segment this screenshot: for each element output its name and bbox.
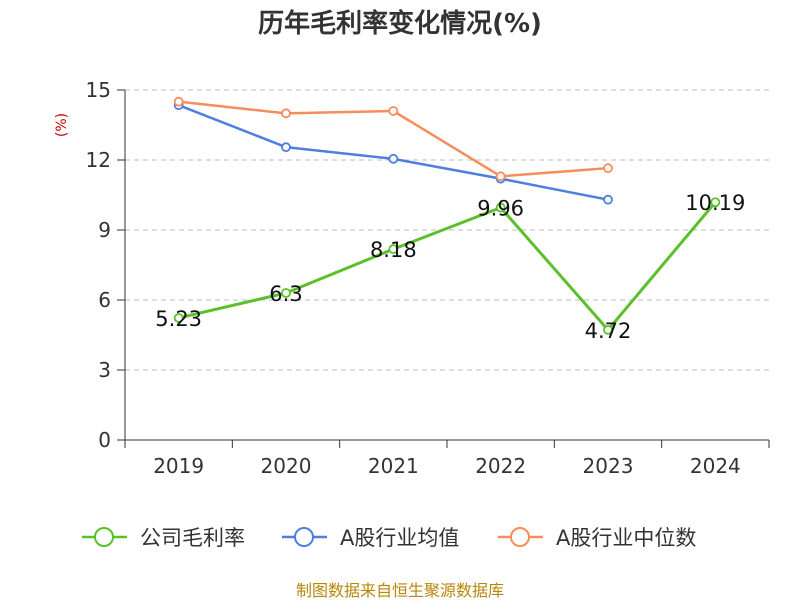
data-label-2022: 9.96	[477, 197, 524, 221]
data-point-0-2022	[495, 202, 506, 213]
x-tick-label-2019: 2019	[153, 454, 204, 478]
legend-item-1: A股行业均值	[282, 526, 459, 550]
y-axis-label: (%)	[54, 113, 70, 137]
axis-layer: 0 3 6 9 12 15 2019 2020 2021 2022 2023 2024	[86, 78, 770, 478]
x-tick-label-2020: 2020	[261, 454, 312, 478]
legend-marker-0	[94, 527, 114, 547]
data-point-0-2023	[603, 324, 613, 335]
series-0	[173, 197, 721, 335]
data-point-2-2021	[388, 106, 399, 116]
y-tick-label-15: 15	[86, 78, 111, 102]
data-point-0-2024	[710, 197, 721, 208]
data-point-2-2023	[603, 163, 613, 174]
y-tick-label-6: 6	[98, 288, 111, 312]
legend-label-2: A股行业中位数	[556, 526, 696, 550]
data-point-0-2019	[173, 313, 184, 323]
y-tick-label-9: 9	[98, 218, 111, 242]
legend-label-1: A股行业均值	[340, 526, 459, 550]
legend-item-0: 公司毛利率	[82, 526, 245, 550]
series-layer	[173, 96, 721, 335]
data-point-2-2022	[495, 171, 506, 182]
series-line-1	[178, 104, 609, 201]
data-label-2019: 5.23	[155, 307, 202, 331]
data-label-2024: 10.19	[685, 191, 745, 215]
y-tick-label-12: 12	[86, 148, 111, 172]
data-point-1-2020	[281, 142, 291, 153]
series-1	[173, 100, 613, 205]
grid-layer	[125, 89, 769, 371]
data-label-2023: 4.72	[585, 319, 632, 343]
x-tick-label-2022: 2022	[475, 454, 526, 478]
source-note: 制图数据来自恒生聚源数据库	[296, 581, 504, 600]
legend-marker-1	[294, 527, 314, 547]
data-point-0-2020	[281, 288, 291, 298]
chart-title: 历年毛利率变化情况(%)	[258, 8, 542, 39]
legend-marker-2	[510, 527, 530, 547]
y-tick-label-3: 3	[98, 358, 111, 382]
data-label-2021: 8.18	[370, 238, 417, 262]
legend-label-0: 公司毛利率	[140, 526, 245, 550]
x-tick-label-2024: 2024	[690, 454, 741, 478]
y-tick-label-0: 0	[98, 428, 111, 452]
data-point-1-2023	[603, 194, 613, 205]
data-point-0-2021	[388, 244, 399, 255]
data-point-2-2020	[281, 108, 291, 119]
data-point-1-2021	[388, 153, 399, 164]
data-point-2-2019	[173, 96, 184, 107]
x-tick-label-2023: 2023	[583, 454, 634, 478]
series-line-0	[178, 201, 717, 332]
legend-item-2: A股行业中位数	[498, 526, 696, 550]
legend: 公司毛利率 A股行业均值 A股行业中位数	[82, 526, 696, 550]
data-label-2020: 6.3	[269, 282, 302, 306]
series-2	[173, 96, 613, 182]
x-tick-label-2021: 2021	[368, 454, 419, 478]
data-label-layer: 5.23 6.3 8.18 9.96 4.72 10.19	[155, 191, 745, 343]
